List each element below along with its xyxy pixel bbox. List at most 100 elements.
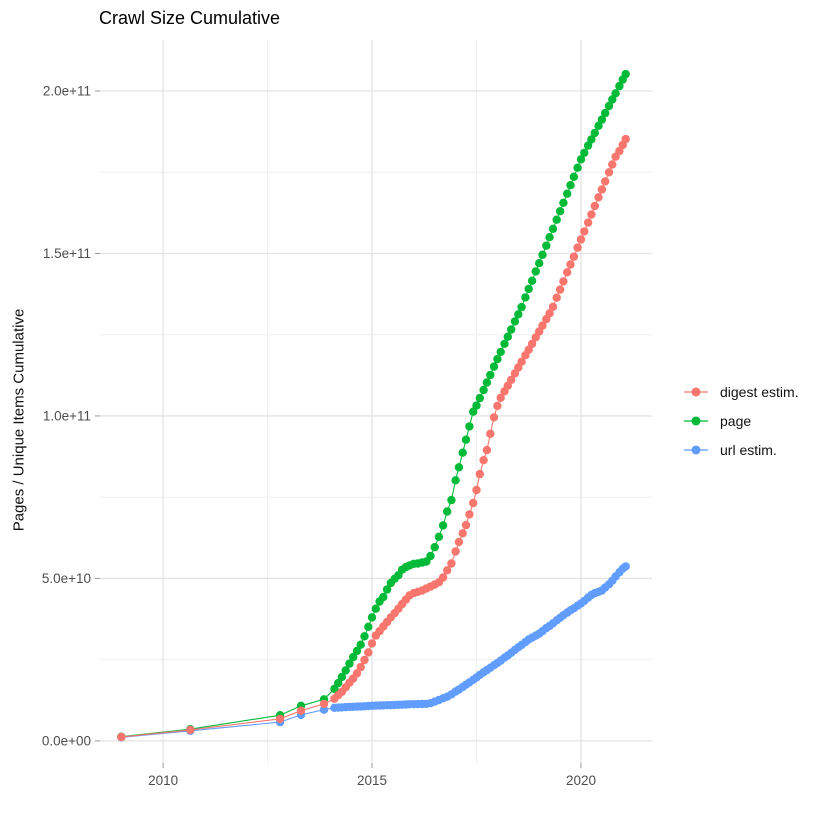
plot-title: Crawl Size Cumulative [99, 8, 281, 28]
y-tick-label: 0.0e+00 [42, 733, 91, 748]
data-point [555, 285, 565, 294]
data-point [367, 639, 377, 648]
data-point [576, 155, 586, 164]
data-point [548, 302, 558, 311]
data-point [563, 189, 572, 198]
data-point [538, 321, 547, 330]
data-point [496, 347, 505, 357]
data-point [465, 422, 474, 431]
data-point [461, 520, 471, 530]
data-point [604, 168, 614, 177]
y-tick-label: 5.0e+10 [42, 571, 91, 586]
data-point [438, 521, 448, 530]
data-point [580, 148, 589, 157]
data-point [489, 362, 499, 371]
data-point [569, 252, 579, 261]
data-point [538, 250, 547, 259]
legend-item-url-estim: url estim. [683, 435, 799, 464]
data-point [486, 370, 495, 380]
legend-label: page [720, 412, 752, 429]
y-tick-label: 1.5e+11 [43, 246, 91, 261]
data-point [379, 592, 388, 602]
data-point [337, 672, 347, 682]
data-point [510, 317, 520, 326]
legend-key-page-icon [684, 416, 708, 425]
data-point [496, 393, 505, 402]
data-point [604, 101, 614, 111]
legend: digest estim. page url estim. [683, 377, 799, 464]
data-point [356, 640, 365, 649]
data-point [573, 163, 582, 172]
data-point [465, 510, 474, 519]
data-point [360, 655, 369, 665]
data-point [507, 325, 516, 334]
data-point [555, 207, 565, 216]
x-tick-label: 2020 [566, 773, 596, 788]
data-point [608, 160, 617, 169]
data-point [275, 714, 285, 723]
data-point [615, 81, 624, 91]
data-point [587, 135, 596, 144]
data-point [458, 529, 467, 538]
data-point [621, 562, 630, 571]
data-point [621, 134, 630, 144]
data-point [597, 115, 607, 124]
x-tick-label: 2010 [148, 773, 178, 788]
data-point [356, 662, 365, 672]
legend-key-digest-icon [684, 387, 708, 396]
data-point [349, 652, 358, 662]
data-point [430, 543, 439, 552]
data-point [524, 284, 533, 294]
data-point [345, 659, 354, 668]
data-point [117, 732, 126, 742]
data-point [531, 267, 540, 276]
data-point [559, 198, 568, 207]
data-point [426, 551, 435, 561]
data-point [573, 243, 582, 252]
data-point [296, 706, 306, 715]
legend-label: digest estim. [720, 383, 799, 400]
data-point [451, 476, 460, 485]
data-point [360, 632, 369, 641]
data-point [319, 699, 329, 709]
data-point [438, 573, 448, 582]
data-point [601, 177, 610, 186]
data-point [583, 218, 593, 227]
data-point [493, 401, 502, 411]
data-point [454, 463, 464, 472]
data-point [186, 725, 195, 735]
data-point [334, 678, 343, 688]
data-point [458, 448, 467, 457]
data-point [371, 604, 380, 613]
data-point [364, 622, 373, 631]
data-point [493, 354, 502, 364]
data-point [461, 435, 471, 444]
legend-item-digest-estim: digest estim. [683, 377, 799, 406]
data-point [447, 495, 456, 505]
data-point [443, 507, 452, 516]
data-point [447, 559, 456, 568]
data-point [482, 378, 492, 387]
data-point [552, 215, 561, 224]
data-point [566, 181, 575, 190]
data-point [611, 89, 620, 98]
data-point [563, 268, 572, 277]
data-point [479, 456, 488, 465]
data-point [451, 547, 460, 556]
legend-label: url estim. [720, 441, 777, 458]
data-point [475, 393, 484, 403]
data-point [514, 310, 523, 319]
data-point [352, 646, 362, 656]
data-point [548, 224, 558, 233]
data-point [545, 309, 554, 318]
data-point [482, 445, 492, 455]
data-point [443, 566, 452, 575]
data-point [382, 585, 392, 594]
data-point [434, 532, 444, 541]
data-point [319, 705, 329, 714]
data-point [503, 332, 512, 341]
data-point [576, 235, 586, 244]
data-point [594, 193, 603, 202]
